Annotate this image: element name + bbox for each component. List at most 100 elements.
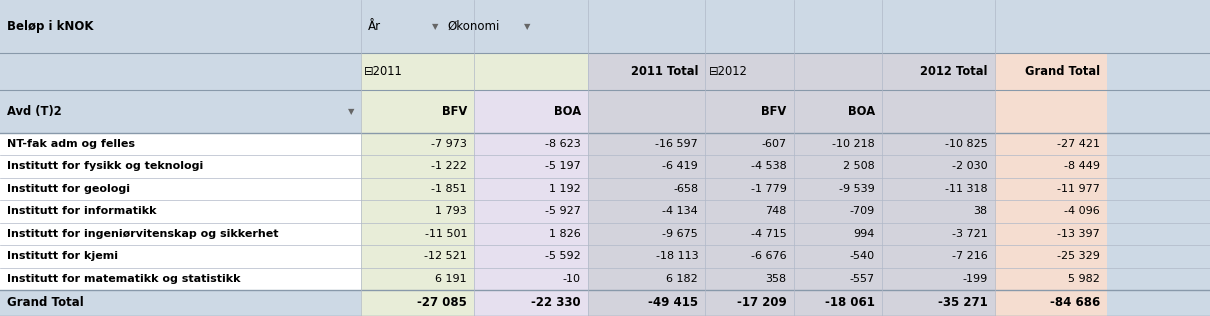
Bar — [995, 245, 1107, 268]
Bar — [882, 155, 995, 178]
Bar — [361, 178, 474, 200]
Bar — [794, 90, 882, 133]
Bar — [882, 133, 995, 155]
Text: Avd (T)2: Avd (T)2 — [7, 105, 62, 118]
Bar — [361, 245, 474, 268]
Text: -5 592: -5 592 — [544, 251, 581, 261]
Bar — [995, 53, 1107, 90]
Bar — [588, 155, 705, 178]
Text: 38: 38 — [973, 206, 987, 216]
Bar — [474, 245, 588, 268]
Bar — [882, 90, 995, 133]
Bar — [0, 133, 361, 155]
Bar — [995, 290, 1107, 316]
Bar — [0, 90, 361, 133]
Text: BOA: BOA — [554, 105, 581, 118]
Bar — [474, 178, 588, 200]
Bar — [474, 223, 588, 245]
Text: Institutt for kjemi: Institutt for kjemi — [7, 251, 119, 261]
Text: 2012 Total: 2012 Total — [920, 65, 987, 78]
Text: -10 218: -10 218 — [832, 139, 875, 149]
Bar — [361, 53, 588, 90]
Text: År: År — [368, 20, 381, 33]
Text: -3 721: -3 721 — [951, 229, 987, 239]
Text: -1 222: -1 222 — [431, 161, 467, 172]
Text: -8 449: -8 449 — [1064, 161, 1100, 172]
Text: -84 686: -84 686 — [1049, 296, 1100, 309]
Bar — [794, 245, 882, 268]
Bar — [995, 90, 1107, 133]
Text: Institutt for informatikk: Institutt for informatikk — [7, 206, 157, 216]
Bar — [0, 290, 361, 316]
Bar — [794, 178, 882, 200]
Text: NT-fak adm og felles: NT-fak adm og felles — [7, 139, 136, 149]
Bar — [794, 268, 882, 290]
Bar — [474, 200, 588, 223]
Text: 1 793: 1 793 — [436, 206, 467, 216]
Text: Institutt for ingeniørvitenskap og sikkerhet: Institutt for ingeniørvitenskap og sikke… — [7, 229, 278, 239]
Text: 748: 748 — [765, 206, 786, 216]
Text: Beløp i kNOK: Beløp i kNOK — [7, 20, 93, 33]
Text: -18 061: -18 061 — [825, 296, 875, 309]
Text: -49 415: -49 415 — [649, 296, 698, 309]
Bar — [882, 268, 995, 290]
Bar — [474, 133, 588, 155]
Text: 1 192: 1 192 — [549, 184, 581, 194]
Bar — [794, 223, 882, 245]
Bar — [588, 268, 705, 290]
Text: 358: 358 — [766, 274, 787, 284]
Bar — [705, 245, 794, 268]
Bar — [474, 268, 588, 290]
Text: Grand Total: Grand Total — [7, 296, 83, 309]
Bar — [705, 133, 794, 155]
Bar — [705, 155, 794, 178]
Text: -16 597: -16 597 — [656, 139, 698, 149]
Text: -27 421: -27 421 — [1056, 139, 1100, 149]
Bar — [995, 268, 1107, 290]
Bar — [794, 200, 882, 223]
Text: -9 675: -9 675 — [662, 229, 698, 239]
Bar — [588, 290, 705, 316]
Bar — [588, 200, 705, 223]
Bar — [995, 133, 1107, 155]
Text: -11 977: -11 977 — [1058, 184, 1100, 194]
Text: -25 329: -25 329 — [1058, 251, 1100, 261]
Bar — [361, 133, 474, 155]
Bar — [882, 178, 995, 200]
Text: Institutt for matematikk og statistikk: Institutt for matematikk og statistikk — [7, 274, 241, 284]
Bar — [0, 178, 361, 200]
Text: Økonomi: Økonomi — [448, 20, 500, 33]
Text: -607: -607 — [761, 139, 786, 149]
Bar — [361, 155, 474, 178]
Text: -5 927: -5 927 — [544, 206, 581, 216]
Bar — [588, 245, 705, 268]
Bar — [705, 223, 794, 245]
Bar — [0, 223, 361, 245]
Text: -6 419: -6 419 — [662, 161, 698, 172]
Text: -1 851: -1 851 — [432, 184, 467, 194]
Text: -8 623: -8 623 — [544, 139, 581, 149]
Text: -27 085: -27 085 — [417, 296, 467, 309]
Text: BOA: BOA — [848, 105, 875, 118]
Text: -13 397: -13 397 — [1058, 229, 1100, 239]
Bar — [995, 155, 1107, 178]
Text: -709: -709 — [849, 206, 875, 216]
Bar — [882, 223, 995, 245]
Text: -5 197: -5 197 — [544, 161, 581, 172]
Bar — [361, 223, 474, 245]
Bar — [0, 200, 361, 223]
Text: -658: -658 — [673, 184, 698, 194]
Bar — [0, 53, 361, 90]
Text: -7 973: -7 973 — [431, 139, 467, 149]
Bar — [995, 178, 1107, 200]
Bar — [794, 155, 882, 178]
Text: -11 318: -11 318 — [945, 184, 987, 194]
Text: Institutt for fysikk og teknologi: Institutt for fysikk og teknologi — [7, 161, 203, 172]
Text: -10: -10 — [563, 274, 581, 284]
Bar — [705, 178, 794, 200]
Bar — [588, 53, 705, 90]
Bar — [588, 90, 705, 133]
Text: 1 826: 1 826 — [549, 229, 581, 239]
Bar — [705, 90, 794, 133]
Text: -4 538: -4 538 — [750, 161, 787, 172]
